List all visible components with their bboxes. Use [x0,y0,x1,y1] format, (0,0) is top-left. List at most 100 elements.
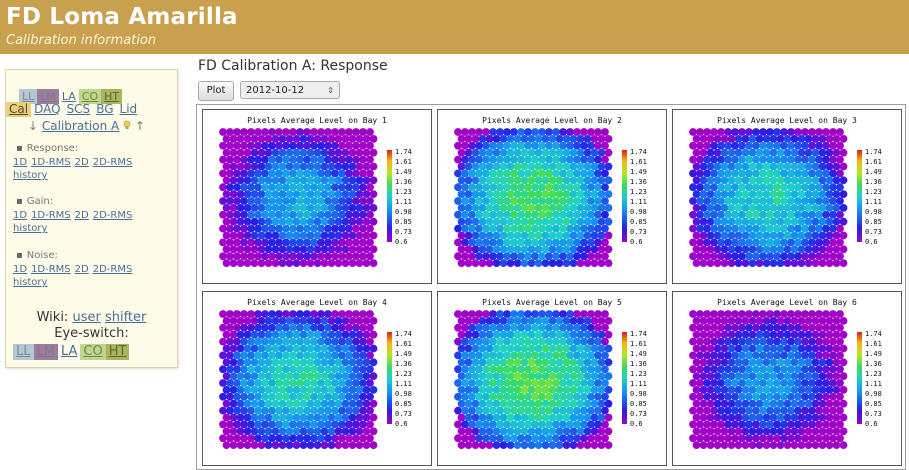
pixel-cell [454,365,462,374]
noise-2d-rms-link[interactable]: 2D-RMS [92,264,133,275]
pixel-cell [369,330,378,339]
sys-tab-bg[interactable]: BG [96,102,114,116]
pixel-cell [832,231,841,240]
bay-plot-6[interactable]: Pixels Average Level on Bay 6 1.74 1.61 1.4… [672,291,902,466]
noise-1d-rms-link[interactable]: 1D-RMS [31,264,71,275]
pixel-cell [797,190,806,198]
pixel-cell [759,351,767,360]
pixel-cell [461,128,469,136]
gain-1d-rms-link[interactable]: 1D-RMS [31,210,71,221]
pixel-cell [271,135,280,143]
pixel-cell [331,155,339,164]
bay-plot-5[interactable]: Pixels Average Level on Bay 5 1.74 1.61 1.4… [437,291,667,466]
pixel-cell [836,197,844,205]
sys-tab-daq[interactable]: DAQ [34,102,61,116]
pixel-cell [703,351,711,360]
eye-switch-lm[interactable]: LM [33,344,58,360]
wiki-shifter-link[interactable]: shifter [104,310,147,325]
gain-2d-rms-link[interactable]: 2D-RMS [92,210,133,221]
pixel-cell [759,210,767,219]
pixel-cell [569,344,578,353]
pixel-cell [576,317,585,325]
sys-tab-cal[interactable]: Cal [6,102,32,117]
bay-plot-1[interactable]: Pixels Average Level on Bay 1 1.74 1.61 1.4… [202,109,432,284]
pixel-cell [282,224,290,233]
pixel-cell [503,210,511,219]
gain-1d-link[interactable]: 1D [13,210,28,221]
gain-2d-link[interactable]: 2D [74,210,89,221]
eye-tab-co[interactable]: CO [78,89,102,104]
pixel-cell [836,323,844,332]
calibration-a-link[interactable]: Calibration A [41,119,120,133]
pixel-cell [471,399,480,408]
sys-tab-scs[interactable]: SCS [66,102,91,116]
pixel-cell [699,317,708,325]
pixel-cell [583,372,592,380]
pixel-cell [299,344,308,353]
eye-switch-co[interactable]: CO [80,344,106,360]
pixel-cell [748,190,757,198]
eye-tab-lm[interactable]: LM [37,89,59,104]
pixel-cell [503,224,511,233]
response-2d-rms-link[interactable]: 2D-RMS [92,157,133,168]
pixel-cell [233,252,241,261]
pixel-cell [257,204,266,212]
bay-plot-2[interactable]: Pixels Average Level on Bay 2 1.74 1.61 1.4… [437,109,667,284]
pixel-cell [724,351,732,360]
eye-tab-ht[interactable]: HT [101,89,123,104]
pixel-cell [748,148,757,157]
pixel-cell [489,420,497,429]
eye-switch-row: LL LM LA CO HT [13,344,130,360]
eye-tab-la[interactable]: LA [61,90,76,103]
pixel-cell [741,372,750,380]
noise-2d-link[interactable]: 2D [74,264,89,275]
pixel-cell [219,420,227,429]
pixel-cell [829,128,837,136]
wiki-user-link[interactable]: user [72,310,101,325]
pixel-cell [261,224,269,233]
response-history-link[interactable]: history [13,170,48,181]
pixel-cell [506,190,515,198]
pixel-cell [317,197,325,205]
noise-history-link[interactable]: history [13,277,48,288]
plot-button[interactable]: Plot [198,81,234,101]
bay-plot-4[interactable]: Pixels Average Level on Bay 4 1.74 1.61 1.4… [202,291,432,466]
pixel-cell [755,386,764,394]
pixel-cell [334,204,343,212]
response-1d-rms-link[interactable]: 1D-RMS [31,157,71,168]
pixel-cell [836,365,844,374]
pixel-cell [552,224,560,233]
sys-tab-lid[interactable]: Lid [119,102,138,116]
noise-1d-link[interactable]: 1D [13,264,28,275]
gain-history-link[interactable]: history [13,223,48,234]
arrow-up-icon[interactable]: ↑ [134,119,145,133]
eye-switch-ht[interactable]: HT [105,344,130,360]
pixel-cell [699,135,708,143]
pixel-cell [741,330,750,339]
response-2d-link[interactable]: 2D [74,157,89,168]
pixel-cell [478,344,487,353]
pixel-cell [233,128,241,136]
response-1d-link[interactable]: 1D [13,157,28,168]
pixel-cell [720,190,729,198]
bay-plot-3[interactable]: Pixels Average Level on Bay 3 1.74 1.61 1.4… [672,109,902,284]
eye-tab-ll[interactable]: LL [19,89,38,104]
eye-switch-ll[interactable]: LL [13,344,34,360]
pixel-cell [731,155,739,164]
pixel-cell [496,224,504,233]
pixel-cell [222,358,231,367]
pixel-cell [580,141,588,150]
pixel-cell [573,238,581,247]
pixel-cell [710,224,718,233]
arrow-down-icon[interactable]: ↓ [28,119,39,133]
pixel-cell [306,344,315,353]
pixel-cell [264,204,273,212]
pixel-cell [359,210,367,219]
pixel-cell [741,358,750,367]
pixel-cell [787,392,795,401]
eye-switch-la[interactable]: LA [60,344,78,359]
date-select[interactable]: 2012-10-12 08:42:39 ⇕ [240,81,340,114]
pixel-cell [303,323,311,332]
pixel-cell [829,323,837,332]
pixel-cell [780,323,788,332]
